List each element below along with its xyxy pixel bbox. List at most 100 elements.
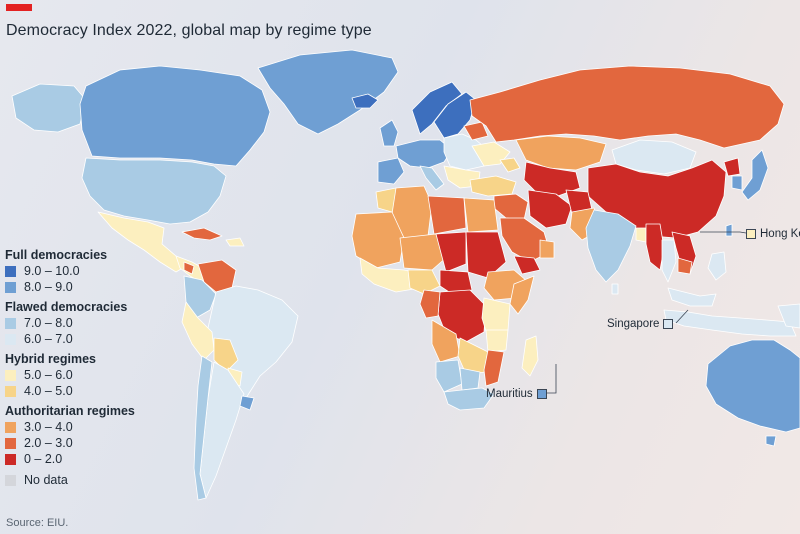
region-belarus (463, 121, 489, 141)
legend-group-title: Flawed democracies (5, 300, 128, 314)
region-png (777, 303, 800, 329)
region-north-korea (723, 157, 741, 177)
legend-label: 6.0 – 7.0 (24, 332, 73, 346)
legend-swatch (5, 281, 16, 293)
region-italy (419, 165, 445, 191)
region-iran (527, 189, 573, 229)
legend-label: No data (24, 473, 68, 487)
region-hispaniola (225, 237, 245, 247)
region-myanmar (645, 223, 665, 271)
legend-item: 9.0 – 10.0 (5, 263, 205, 279)
legend-swatch (5, 421, 16, 433)
region-india (585, 209, 637, 283)
source-note: Source: EIU. (6, 517, 69, 529)
region-somalia (509, 275, 535, 315)
region-kazakhstan (515, 135, 607, 171)
region-angola (431, 319, 461, 363)
region-tasmania (765, 435, 777, 447)
region-bangladesh (635, 227, 647, 243)
region-russia (469, 65, 785, 149)
legend-group: No data (5, 472, 205, 488)
legend-group: Full democracies 9.0 – 10.0 8.0 – 9.0 (5, 248, 205, 295)
region-cameroon-gabon (419, 289, 441, 319)
region-mozambique (483, 349, 505, 387)
legend-swatch (5, 333, 16, 345)
legend-item: 0 – 2.0 (5, 451, 205, 467)
region-iraq-syria (493, 193, 529, 221)
region-chile (193, 355, 213, 501)
legend-swatch (5, 369, 16, 381)
region-sudan (465, 231, 507, 279)
region-western-europe (395, 139, 453, 169)
region-tanzania (485, 329, 509, 353)
brand-accent-bar (6, 4, 32, 11)
region-mali-niger (399, 233, 449, 271)
region-japan (741, 149, 769, 201)
legend-swatch (5, 474, 16, 486)
legend-label: 3.0 – 4.0 (24, 420, 73, 434)
region-thailand (661, 239, 677, 283)
region-iceland (351, 93, 379, 109)
legend-swatch (5, 317, 16, 329)
legend: Full democracies 9.0 – 10.0 8.0 – 9.0 Flawe… (5, 248, 205, 488)
legend-group-title: Authoritarian regimes (5, 404, 135, 418)
legend-swatch (5, 453, 16, 465)
legend-swatch (5, 385, 16, 397)
legend-item: 2.0 – 3.0 (5, 435, 205, 451)
legend-label: 7.0 – 8.0 (24, 316, 73, 330)
region-nicaragua (183, 261, 195, 275)
region-australia (705, 339, 800, 433)
legend-swatch (5, 437, 16, 449)
callout-hong-kong: Hong Ko (746, 228, 800, 240)
legend-group: Authoritarian regimes 3.0 – 4.0 2.0 – 3.0 0… (5, 404, 205, 467)
region-alaska (11, 83, 87, 133)
region-uk (379, 119, 399, 147)
region-usa (81, 157, 227, 225)
hong-kong-label: Hong Ko (760, 228, 800, 240)
legend-item: 8.0 – 9.0 (5, 279, 205, 295)
callout-mauritius: Mauritius (486, 388, 547, 400)
region-chad (435, 231, 467, 273)
legend-label: 0 – 2.0 (24, 452, 63, 466)
region-drc (437, 289, 487, 343)
region-peru (181, 301, 215, 361)
legend-group-title: Hybrid regimes (5, 352, 97, 366)
legend-label: 2.0 – 3.0 (24, 436, 73, 450)
legend-item: No data (5, 472, 205, 488)
region-philippines (707, 251, 727, 281)
hong-kong-marker (746, 229, 756, 239)
legend-swatch (5, 265, 16, 277)
legend-label: 4.0 – 5.0 (24, 384, 73, 398)
region-south-africa (443, 387, 495, 411)
legend-label: 5.0 – 6.0 (24, 368, 73, 382)
region-indonesia (663, 309, 797, 337)
region-canada (79, 65, 271, 167)
region-turkey (469, 175, 517, 197)
legend-item: 4.0 – 5.0 (5, 383, 205, 399)
legend-item: 5.0 – 6.0 (5, 367, 205, 383)
region-nigeria (407, 269, 441, 295)
region-greenland (257, 49, 399, 135)
legend-item: 3.0 – 4.0 (5, 419, 205, 435)
region-malaysia (667, 287, 717, 307)
callout-singapore: Singapore (607, 318, 674, 330)
legend-group: Flawed democracies 7.0 – 8.0 6.0 – 7.0 (5, 300, 205, 347)
singapore-marker (663, 319, 674, 329)
region-west-sahel (351, 211, 405, 269)
region-libya (427, 195, 467, 235)
region-cuba (181, 227, 223, 241)
map-title: Democracy Index 2022, global map by regi… (6, 22, 372, 39)
legend-item: 6.0 – 7.0 (5, 331, 205, 347)
legend-item: 7.0 – 8.0 (5, 315, 205, 331)
region-madagascar (521, 335, 539, 377)
region-botswana (459, 367, 481, 391)
singapore-label: Singapore (607, 318, 660, 330)
region-uruguay (239, 395, 255, 411)
region-sri-lanka (611, 283, 619, 295)
region-taiwan (725, 223, 733, 237)
region-caucasus-georgia (499, 157, 521, 173)
mauritius-label: Mauritius (486, 388, 533, 400)
legend-group: Hybrid regimes 5.0 – 6.0 4.0 – 5.0 (5, 352, 205, 399)
mauritius-marker (536, 389, 547, 399)
region-bolivia (213, 337, 239, 373)
